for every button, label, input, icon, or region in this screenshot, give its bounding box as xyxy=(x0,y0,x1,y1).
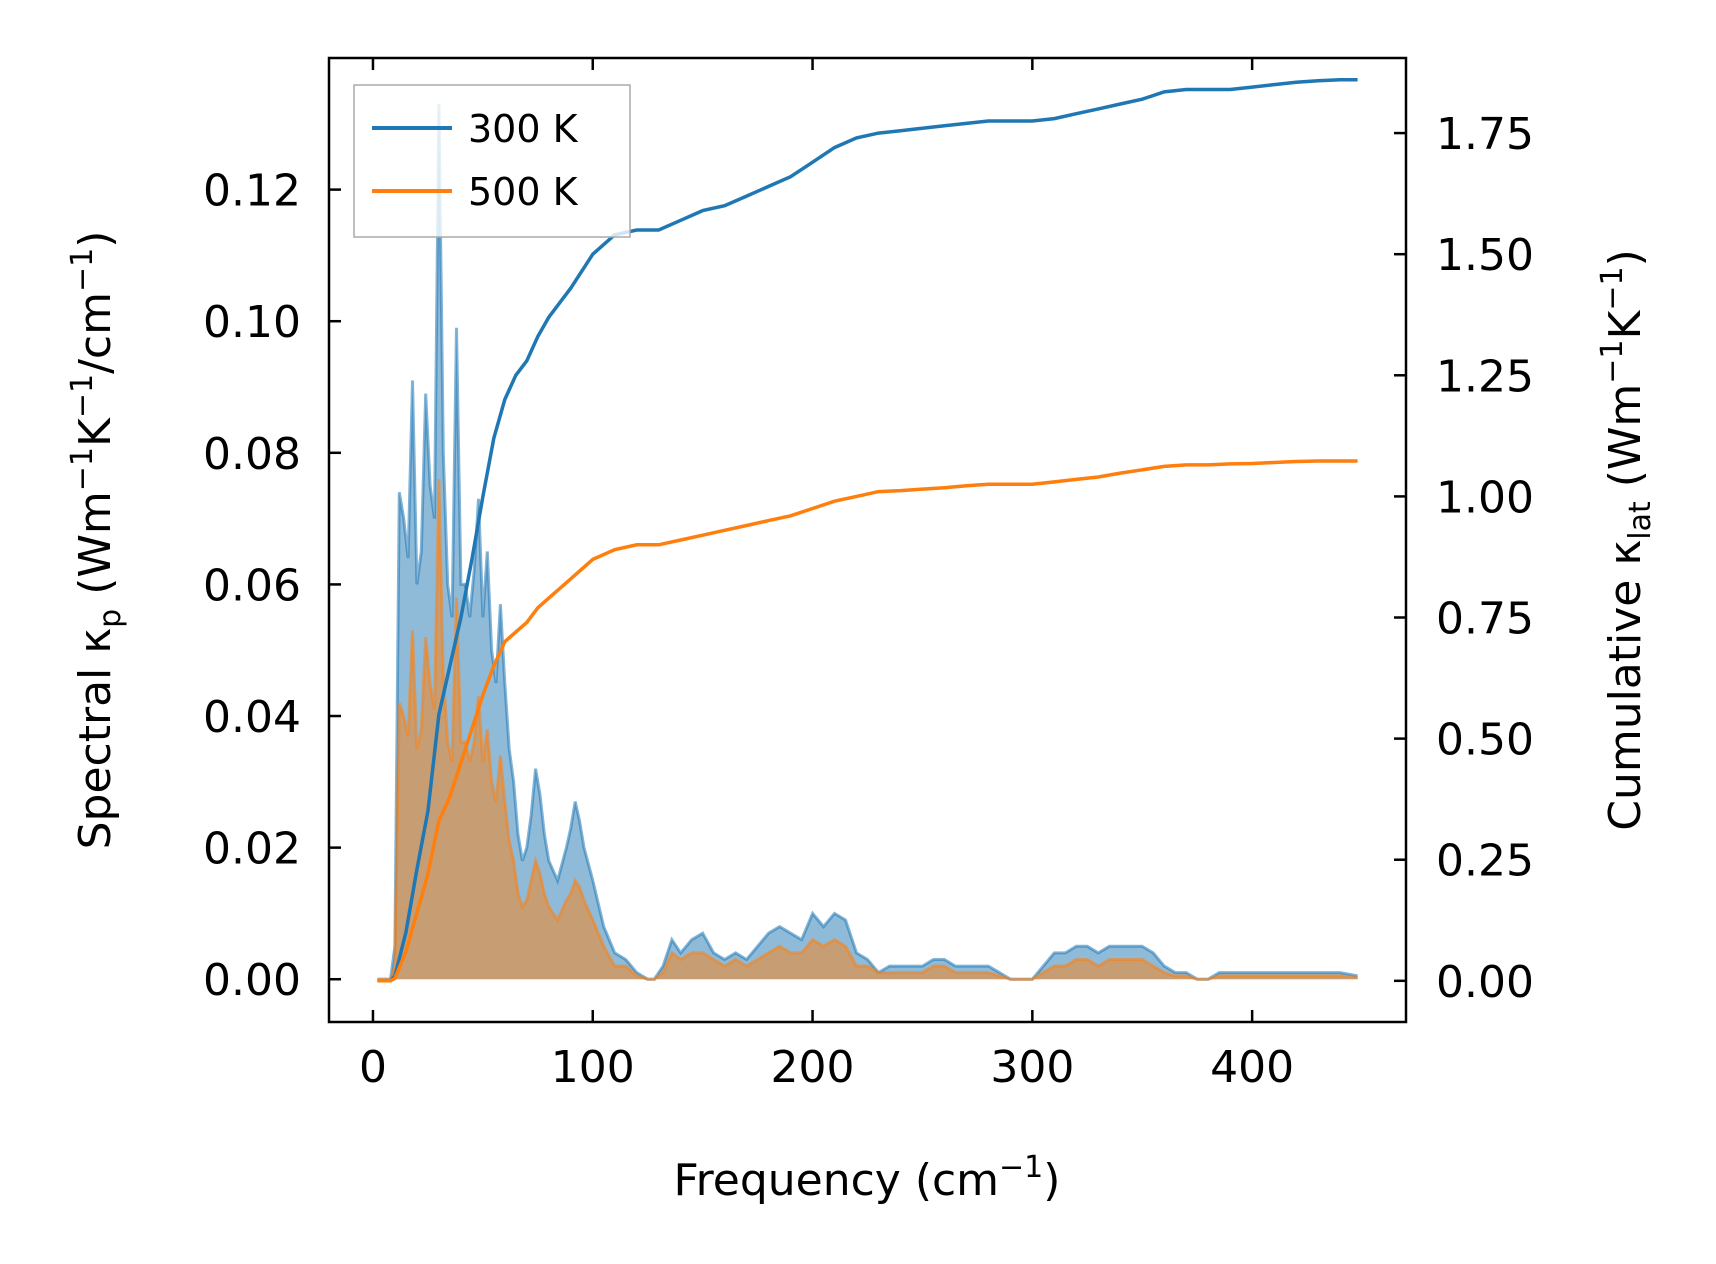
y-tick-label-left: 0.02 xyxy=(203,824,301,875)
y-tick-label-left: 0.00 xyxy=(203,955,301,1006)
y-axis-label-right: Cumulative κlat (Wm−1K−1) xyxy=(1595,249,1658,831)
y-tick-label-left: 0.04 xyxy=(203,692,301,743)
cumulative-line-300k xyxy=(377,78,1358,983)
y-tick-label-right: 0.75 xyxy=(1436,594,1534,645)
cumulative-line-500k xyxy=(377,459,1358,983)
axis-ticks xyxy=(329,58,1406,1022)
spectral-area-500k xyxy=(377,479,1358,980)
y-tick-label-right: 1.25 xyxy=(1436,351,1534,402)
x-tick-label: 400 xyxy=(1210,1042,1294,1093)
x-tick-label: 200 xyxy=(771,1042,855,1093)
y-tick-label-right: 1.50 xyxy=(1436,230,1534,281)
y-tick-label-left: 0.12 xyxy=(203,166,301,217)
y-axis-label-left: Spectral κp (Wm−1K−1/cm−1) xyxy=(65,231,128,850)
legend: 300 K 500 K xyxy=(353,84,631,238)
x-tick-label: 0 xyxy=(359,1042,387,1093)
x-axis-label: Frequency (cm−1) xyxy=(674,1150,1061,1206)
x-tick-label: 300 xyxy=(990,1042,1074,1093)
y-tick-label-left: 0.10 xyxy=(203,297,301,348)
y-tick-label-left: 0.08 xyxy=(203,429,301,480)
y-tick-label-right: 0.25 xyxy=(1436,836,1534,887)
spectral-line-300k xyxy=(377,104,1358,981)
data-lines xyxy=(377,78,1358,983)
y-tick-label-right: 0.00 xyxy=(1436,957,1534,1008)
legend-label-500k: 500 K xyxy=(468,170,579,214)
y-tick-label-left: 0.06 xyxy=(203,560,301,611)
y-tick-label-right: 0.50 xyxy=(1436,715,1534,766)
plot-frame xyxy=(327,56,1408,1024)
y-tick-label-right: 1.00 xyxy=(1436,472,1534,523)
tick-labels: 0 100 200 300 400 0.00 0.02 0.04 0.06 0.08 0.10 0.1… xyxy=(203,109,1534,1093)
spectral-line-500k xyxy=(377,479,1358,981)
legend-label-300k: 300 K xyxy=(468,107,579,151)
spectral-fills xyxy=(377,104,1358,981)
legend-box xyxy=(353,84,631,238)
y-tick-label-right: 1.75 xyxy=(1436,109,1534,160)
x-tick-label: 100 xyxy=(551,1042,635,1093)
